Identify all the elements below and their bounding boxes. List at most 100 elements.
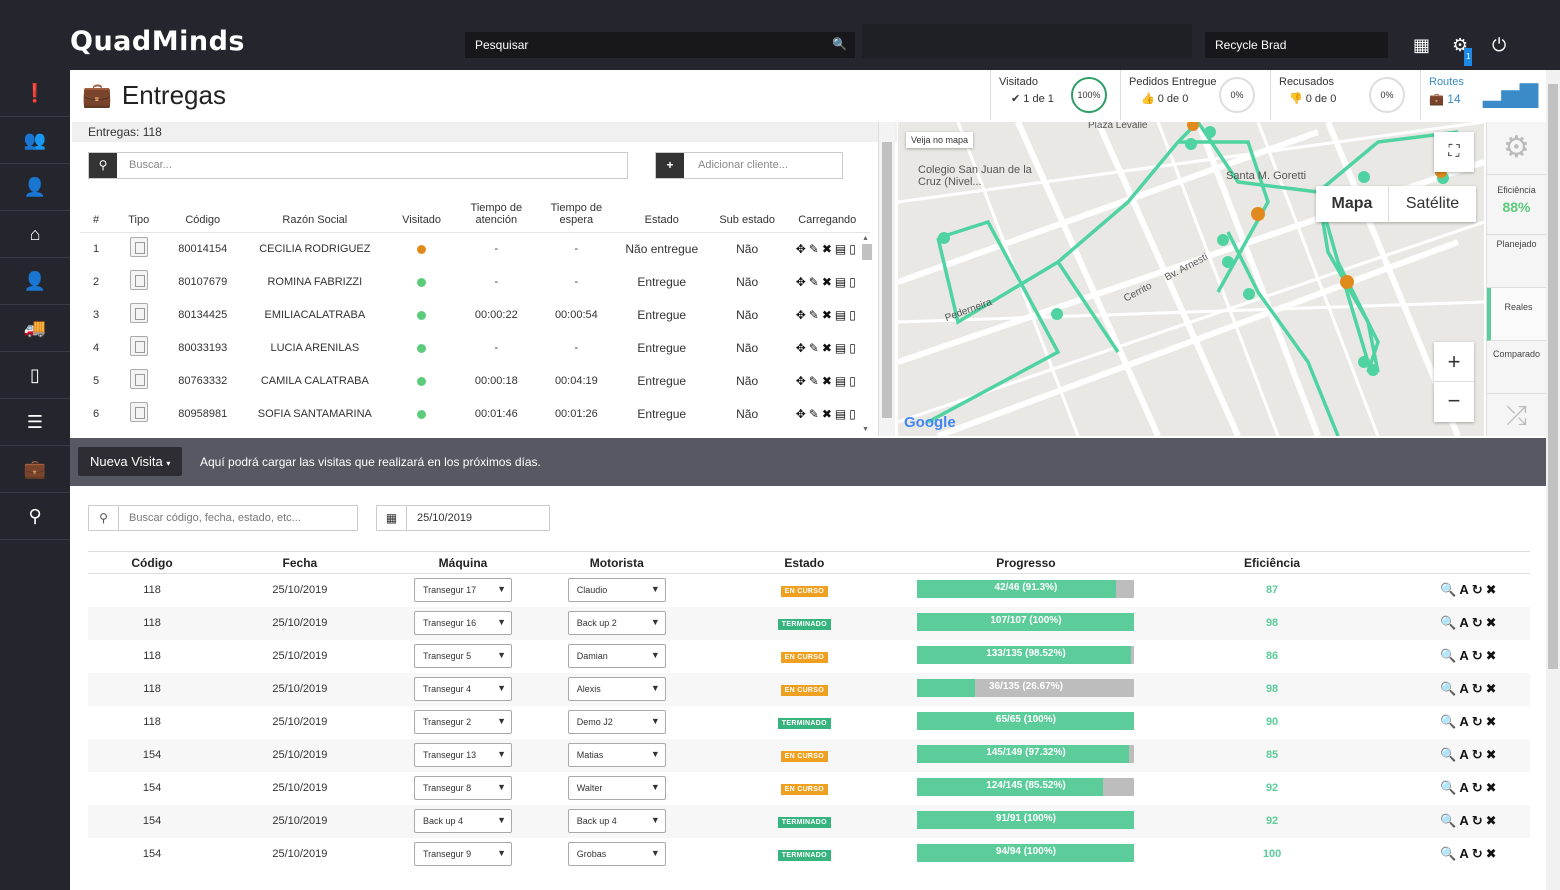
entregas-col-header[interactable]: Código — [165, 192, 241, 233]
maquina-select[interactable]: Transegur 5 — [413, 644, 512, 668]
motorista-select[interactable]: Claudio — [567, 578, 666, 603]
page-scrollbar[interactable] — [1546, 70, 1560, 890]
visitas-col-header[interactable] — [1409, 551, 1530, 574]
tab-planejado[interactable]: Planejado — [1487, 235, 1546, 288]
sidebar-item-briefcase[interactable]: 💼 — [0, 446, 70, 493]
maquina-select[interactable]: Transegur 8 — [413, 776, 512, 800]
entrega-actions[interactable]: ✥✎✖▤▯ — [795, 406, 859, 421]
visita-actions[interactable]: 🔍A↻✖ — [1409, 804, 1530, 838]
maquina-select[interactable]: Transegur 9 — [413, 842, 512, 866]
visita-actions[interactable]: 🔍A↻✖ — [1440, 846, 1500, 861]
veija-no-mapa-button[interactable]: Veija no mapa — [906, 132, 974, 148]
motorista-select[interactable]: Back up 2 — [567, 611, 666, 635]
sidebar-item-home[interactable]: ⌂ — [0, 211, 70, 258]
visita-actions[interactable]: 🔍A↻✖ — [1409, 606, 1530, 640]
entrega-actions[interactable]: ✥✎✖▤▯ — [795, 274, 859, 289]
panel-settings-gear-icon[interactable]: ⚙ — [1487, 122, 1546, 175]
entregas-col-header[interactable]: # — [80, 192, 113, 233]
visita-actions[interactable]: 🔍A↻✖ — [1409, 738, 1530, 772]
tab-comparado[interactable]: Comparado — [1487, 341, 1546, 394]
maquina-select[interactable]: Transegur 2 — [413, 710, 512, 734]
entregas-row[interactable]: 5 80763332 CAMILA CALATRABA 00:00:18 00:04:1… — [80, 364, 870, 397]
entregas-row[interactable]: 1 80014154 CECILIA RODRIGUEZ - - Não entregue… — [80, 232, 870, 265]
motorista-select[interactable]: Demo J2 — [567, 710, 666, 734]
motorista-select[interactable]: Damian — [567, 644, 666, 668]
sidebar-item-truck[interactable]: 🚚 — [0, 305, 70, 352]
entregas-col-header[interactable]: Razón Social — [240, 192, 390, 233]
sidebar-item-person[interactable]: 👤 — [0, 258, 70, 305]
visitas-col-header[interactable]: Eficiência — [1134, 551, 1410, 574]
fullscreen-icon[interactable]: ⛶ — [1434, 132, 1474, 172]
map-type-mapa[interactable]: Mapa — [1331, 195, 1373, 212]
search-icon[interactable]: ⚲ — [89, 153, 117, 178]
visitas-col-header[interactable]: Máquina — [383, 551, 543, 574]
entregas-row[interactable]: 4 80033193 LUCIA ARENILAS - - Entregue Não ✥✎✖▤… — [80, 331, 870, 364]
shuffle-icon[interactable]: ⤮ — [1506, 400, 1527, 430]
user-selector[interactable]: Recycle Brad — [1205, 32, 1388, 58]
motorista-select[interactable]: Grobas — [567, 842, 666, 866]
entregas-col-header[interactable]: Sub estado — [709, 192, 785, 233]
sidebar-item-alert[interactable]: ❗ — [0, 70, 70, 117]
entregas-scrollbar[interactable] — [878, 122, 895, 436]
date-filter-input[interactable]: ▦ 25/10/2019 — [376, 505, 550, 531]
visita-actions[interactable]: 🔍A↻✖ — [1440, 714, 1500, 729]
visita-row[interactable]: 118 25/10/2019 Transegur 2 Demo J2 TERMINADO… — [88, 706, 1530, 739]
visitas-col-header[interactable]: Fecha — [216, 551, 384, 574]
sidebar-item-users[interactable]: 👥 — [0, 117, 70, 164]
visitas-col-header[interactable]: Progresso — [917, 551, 1135, 574]
maquina-select[interactable]: Transegur 4 — [413, 677, 512, 701]
visita-row[interactable]: 154 25/10/2019 Transegur 9 Grobas TERMINADO 9… — [88, 838, 1530, 871]
entregas-col-header[interactable]: Estado — [613, 192, 710, 233]
entrega-actions[interactable]: ✥✎✖▤▯ — [795, 241, 859, 256]
entrega-actions[interactable]: ✥✎✖▤▯ — [795, 307, 859, 322]
map-view[interactable]: Veija no mapa Colegio San Juan de la Cru… — [898, 122, 1484, 436]
apps-grid-icon[interactable]: ▦ — [1413, 35, 1431, 55]
map-type-satelite[interactable]: Satélite — [1388, 186, 1476, 222]
search-icon[interactable]: 🔍 — [832, 37, 847, 51]
motorista-select[interactable]: Matias — [567, 743, 666, 767]
entregas-col-header[interactable]: Visitado — [389, 192, 454, 233]
sidebar-item-mobile[interactable]: ▯ — [0, 352, 70, 399]
entregas-search-input[interactable]: ⚲ Buscar... — [88, 152, 628, 179]
entregas-row[interactable]: 6 80958981 SOFIA SANTAMARINA 00:01:46 00:01:… — [80, 397, 870, 430]
app-logo[interactable]: QuadMinds — [70, 26, 245, 57]
maquina-select[interactable]: Back up 4 — [413, 809, 512, 833]
visitas-col-header[interactable]: Estado — [691, 551, 918, 574]
visita-actions[interactable]: 🔍A↻✖ — [1440, 780, 1500, 795]
table-inner-scrollbar[interactable]: ▲ ▼ — [862, 235, 874, 433]
visita-row[interactable]: 154 25/10/2019 Transegur 8 Walter EN CURSO 12… — [88, 772, 1530, 805]
visita-actions[interactable]: 🔍A↻✖ — [1440, 648, 1500, 663]
calendar-icon[interactable]: ▦ — [377, 506, 407, 530]
motorista-select[interactable]: Back up 4 — [567, 809, 666, 833]
visita-row[interactable]: 118 25/10/2019 Transegur 5 Damian EN CURSO 13… — [88, 640, 1530, 673]
power-icon[interactable]: ⏻ — [1492, 35, 1507, 55]
zoom-in-icon[interactable]: + — [1434, 342, 1474, 382]
entregas-row[interactable]: 2 80107679 ROMINA FABRIZZI - - Entregue Não ✥✎✖… — [80, 265, 870, 298]
entrega-actions[interactable]: ✥✎✖▤▯ — [795, 340, 859, 355]
bar-chart-icon[interactable]: ▂▅▇ — [1483, 81, 1539, 108]
visitas-col-header[interactable]: Motorista — [542, 551, 692, 574]
global-search-input[interactable]: Pesquisar 🔍 — [465, 32, 855, 58]
plus-icon[interactable]: + — [656, 153, 684, 178]
motorista-select[interactable]: Alexis — [567, 677, 666, 701]
kpi-routes[interactable]: Routes 💼 14 ▂▅▇ — [1420, 70, 1538, 120]
sidebar-item-user[interactable]: 👤 — [0, 164, 70, 211]
sidebar-item-map-pin[interactable]: ⚲ — [0, 493, 70, 540]
visitas-search-input[interactable]: ⚲ Buscar código, fecha, estado, etc... — [88, 505, 358, 531]
entregas-col-header[interactable]: Tiempo de atención — [453, 192, 539, 233]
visita-row[interactable]: 118 25/10/2019 Transegur 17 Claudio EN CURSO… — [88, 574, 1530, 607]
entregas-col-header[interactable]: Carregando — [784, 192, 870, 233]
entregas-row[interactable]: 3 80134425 EMILIACALATRABA 00:00:22 00:00:54… — [80, 298, 870, 331]
zoom-out-icon[interactable]: − — [1447, 388, 1461, 413]
maquina-select[interactable]: Transegur 17 — [413, 578, 512, 603]
visita-actions[interactable]: 🔍A↻✖ — [1409, 672, 1530, 706]
visitas-col-header[interactable]: Código — [88, 551, 217, 574]
maquina-select[interactable]: Transegur 16 — [413, 611, 512, 635]
entregas-col-header[interactable]: Tipo — [112, 192, 166, 233]
settings-gear-icon[interactable]: ⚙ 1 — [1452, 36, 1473, 66]
entrega-actions[interactable]: ✥✎✖▤▯ — [795, 373, 859, 388]
add-client-input[interactable]: + Adicionar cliente... — [655, 152, 843, 179]
